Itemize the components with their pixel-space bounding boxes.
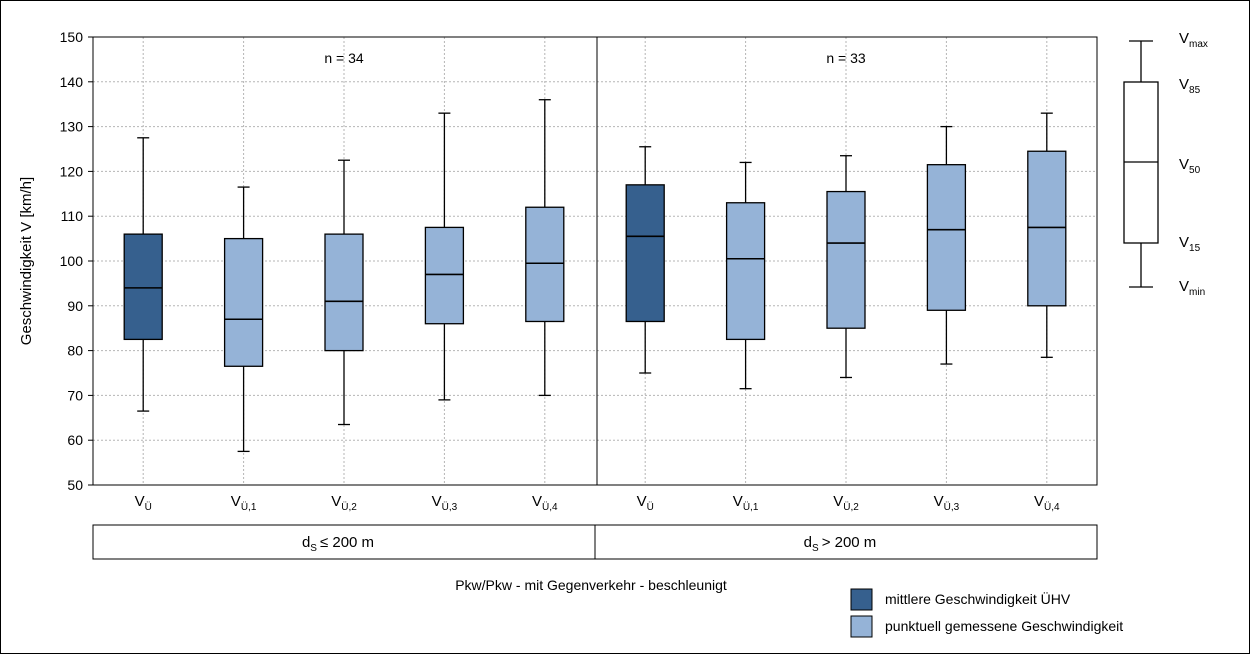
legend-swatch-dark bbox=[850, 588, 873, 611]
group-label-row: dS ≤ 200 m dS > 200 m bbox=[92, 524, 1098, 560]
y-tick-label: 50 bbox=[67, 477, 83, 493]
legend-swatch-light bbox=[850, 615, 873, 638]
x-axis-caption: Pkw/Pkw - mit Gegenverkehr - beschleunig… bbox=[455, 577, 727, 593]
group-n-label: n = 34 bbox=[324, 50, 364, 66]
y-tick-label: 80 bbox=[67, 343, 83, 359]
group-label-cell bbox=[594, 524, 1098, 560]
group-n-label: n = 33 bbox=[826, 50, 866, 66]
y-axis-ticks: 50 60 70 80 90 100 110 120 130 140 150 bbox=[60, 29, 93, 493]
box-3 bbox=[324, 159, 364, 426]
x-category-labels: VÜ VÜ,1 VÜ,2 VÜ,3 VÜ,4 VÜ VÜ,1 VÜ,2 VÜ,3 VÜ,4 bbox=[135, 493, 1060, 513]
x-category-label: VÜ,4 bbox=[532, 493, 558, 513]
box-1 bbox=[123, 137, 163, 412]
y-tick-label: 60 bbox=[67, 432, 83, 448]
key-label-85: V85 bbox=[1179, 76, 1201, 96]
y-tick-label: 120 bbox=[60, 163, 84, 179]
box-4 bbox=[424, 112, 465, 401]
y-tick-label: 70 bbox=[67, 387, 83, 403]
key-label-min: Vmin bbox=[1179, 278, 1205, 298]
y-tick-label: 100 bbox=[60, 253, 84, 269]
legend: mittlere Geschwindigkeit ÜHV punktuell ge… bbox=[850, 588, 1123, 638]
x-category-label: VÜ,1 bbox=[733, 493, 759, 513]
key-label-50: V50 bbox=[1179, 156, 1201, 176]
box-2 bbox=[223, 186, 264, 453]
x-category-label: VÜ,3 bbox=[432, 493, 458, 513]
x-category-label: VÜ,2 bbox=[331, 493, 357, 513]
box-body bbox=[926, 164, 967, 311]
x-category-label: VÜ,2 bbox=[833, 493, 859, 513]
x-category-label: VÜ,4 bbox=[1034, 493, 1060, 513]
box-body bbox=[625, 184, 665, 323]
y-tick-label: 130 bbox=[60, 119, 84, 135]
group-n-labels: n = 34 n = 33 bbox=[324, 50, 866, 66]
box-5 bbox=[525, 99, 565, 397]
box-8 bbox=[826, 155, 866, 379]
box-body bbox=[725, 202, 766, 341]
group-label: dS > 200 m bbox=[804, 534, 877, 554]
key-label-max: Vmax bbox=[1179, 30, 1208, 50]
legend-label-light: punktuell gemessene Geschwindigkeit bbox=[885, 618, 1123, 634]
box-10 bbox=[1027, 112, 1067, 358]
x-category-label: VÜ,1 bbox=[231, 493, 257, 513]
x-category-label: VÜ bbox=[637, 493, 654, 513]
box-7 bbox=[725, 161, 766, 390]
group-label: dS ≤ 200 m bbox=[302, 534, 374, 554]
x-category-label: VÜ,3 bbox=[934, 493, 960, 513]
box-body bbox=[223, 237, 264, 367]
box-series bbox=[123, 99, 1067, 453]
key-label-15: V15 bbox=[1179, 234, 1201, 254]
x-category-label: VÜ bbox=[135, 493, 152, 513]
y-tick-label: 150 bbox=[60, 29, 84, 45]
legend-label-dark: mittlere Geschwindigkeit ÜHV bbox=[885, 590, 1071, 607]
box-body bbox=[324, 233, 364, 352]
box-9 bbox=[926, 125, 967, 365]
box-body bbox=[826, 190, 866, 329]
y-axis-label: Geschwindigkeit V [km/h] bbox=[18, 177, 35, 345]
box-6 bbox=[625, 146, 665, 374]
box-body bbox=[123, 233, 163, 341]
y-tick-label: 110 bbox=[61, 208, 84, 224]
box-body bbox=[1027, 150, 1067, 307]
box-body bbox=[525, 206, 565, 323]
y-tick-label: 140 bbox=[60, 74, 84, 90]
box-key-explanation: Vmax V85 V50 V15 Vmin bbox=[1123, 30, 1208, 298]
y-tick-label: 90 bbox=[67, 298, 83, 314]
box-body bbox=[424, 226, 465, 325]
